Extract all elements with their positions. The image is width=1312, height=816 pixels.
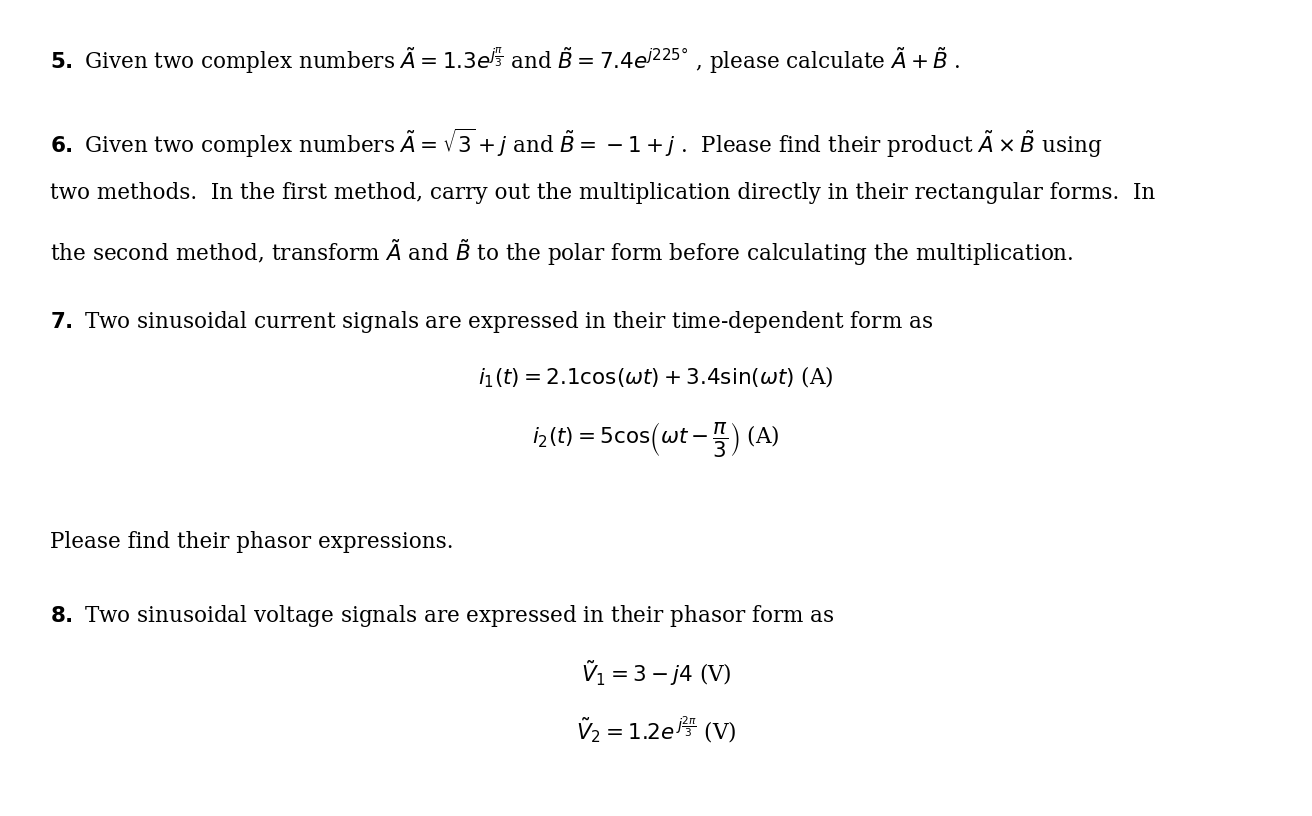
Text: $i_2(t)=5\cos\!\left(\omega t-\dfrac{\pi}{3}\right)$ (A): $i_2(t)=5\cos\!\left(\omega t-\dfrac{\pi… (533, 420, 779, 459)
Text: $\mathbf{6.}$ Given two complex numbers $\tilde{A}=\sqrt{3}+j$ and $\tilde{B}=-1: $\mathbf{6.}$ Given two complex numbers … (50, 126, 1102, 160)
Text: $\mathbf{5.}$ Given two complex numbers $\tilde{A}=1.3e^{j\frac{\pi}{3}}$ and $\: $\mathbf{5.}$ Given two complex numbers … (50, 45, 960, 76)
Text: the second method, transform $\tilde{A}$ and $\tilde{B}$ to the polar form befor: the second method, transform $\tilde{A}$… (50, 237, 1073, 268)
Text: $i_1(t)=2.1\cos(\omega t)+3.4\sin(\omega t)$ (A): $i_1(t)=2.1\cos(\omega t)+3.4\sin(\omega… (479, 365, 833, 390)
Text: two methods.  In the first method, carry out the multiplication directly in thei: two methods. In the first method, carry … (50, 182, 1155, 204)
Text: $\mathbf{8.}$ Two sinusoidal voltage signals are expressed in their phasor form : $\mathbf{8.}$ Two sinusoidal voltage sig… (50, 603, 834, 629)
Text: Please find their phasor expressions.: Please find their phasor expressions. (50, 531, 454, 553)
Text: $\tilde{V}_1=3-j4$ (V): $\tilde{V}_1=3-j4$ (V) (581, 659, 731, 689)
Text: $\mathbf{7.}$ Two sinusoidal current signals are expressed in their time-depende: $\mathbf{7.}$ Two sinusoidal current sig… (50, 309, 933, 335)
Text: $\tilde{V}_2=1.2e^{\,j\frac{2\pi}{3}}$ (V): $\tilde{V}_2=1.2e^{\,j\frac{2\pi}{3}}$ (… (576, 714, 736, 744)
